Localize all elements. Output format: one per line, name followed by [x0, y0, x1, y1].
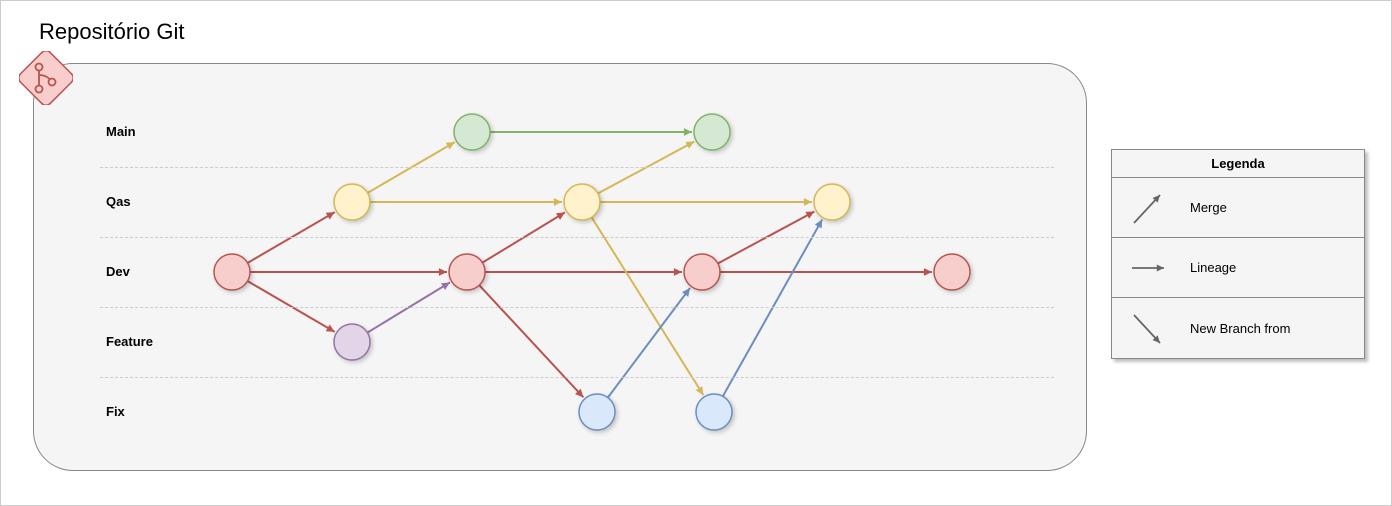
lane-label-feature: Feature: [106, 334, 153, 349]
git-graph-svg: [34, 64, 1086, 470]
legend-arrow-icon: [1112, 178, 1182, 238]
commit-node-dev3: [684, 254, 720, 290]
commit-node-qas3: [814, 184, 850, 220]
legend-box: Legenda Merge Lineage New Branch from: [1111, 149, 1365, 359]
git-icon: [19, 51, 73, 105]
lane-label-main: Main: [106, 124, 136, 139]
lane-label-qas: Qas: [106, 194, 131, 209]
legend-item-label: Merge: [1182, 200, 1227, 215]
commit-node-feat1: [334, 324, 370, 360]
commit-node-dev2: [449, 254, 485, 290]
commit-node-dev1: [214, 254, 250, 290]
commit-node-qas1: [334, 184, 370, 220]
diagram-title: Repositório Git: [39, 19, 185, 45]
commit-node-main1: [454, 114, 490, 150]
legend-row: Lineage: [1112, 238, 1364, 298]
edge-arrowhead: [439, 268, 447, 276]
legend-arrow-icon: [1112, 298, 1182, 358]
commit-node-fix2: [696, 394, 732, 430]
legend-row: New Branch from: [1112, 298, 1364, 358]
edge-arrowhead: [684, 128, 692, 136]
lane-divider: [100, 307, 1054, 308]
legend-item-label: New Branch from: [1182, 321, 1290, 336]
lane-divider: [100, 237, 1054, 238]
git-graph-panel: Main Qas Dev Feature Fix: [33, 63, 1087, 471]
edge-arrowhead: [924, 268, 932, 276]
legend-row: Merge: [1112, 178, 1364, 238]
edge-arrowhead: [804, 198, 812, 206]
legend-title: Legenda: [1112, 150, 1364, 178]
lane-divider: [100, 377, 1054, 378]
edge: [479, 285, 583, 397]
edge: [608, 288, 690, 398]
lane-divider: [100, 167, 1054, 168]
commit-node-qas2: [564, 184, 600, 220]
legend-item-label: Lineage: [1182, 260, 1236, 275]
commit-node-dev4: [934, 254, 970, 290]
lane-label-dev: Dev: [106, 264, 130, 279]
commit-node-fix1: [579, 394, 615, 430]
legend-arrow-icon: [1112, 238, 1182, 298]
edge-arrowhead: [674, 268, 682, 276]
lane-label-fix: Fix: [106, 404, 125, 419]
edge-arrowhead: [554, 198, 562, 206]
commit-node-main2: [694, 114, 730, 150]
